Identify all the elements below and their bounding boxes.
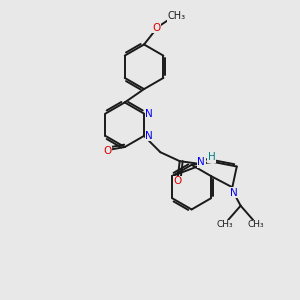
Text: N: N: [230, 188, 238, 198]
Text: H: H: [208, 152, 216, 162]
Text: N: N: [197, 157, 205, 167]
Text: CH₃: CH₃: [217, 220, 233, 229]
Text: O: O: [152, 23, 161, 33]
Text: CH₃: CH₃: [248, 220, 264, 229]
Text: O: O: [173, 176, 182, 186]
Text: N: N: [145, 109, 153, 118]
Text: CH₃: CH₃: [167, 11, 185, 21]
Text: N: N: [145, 131, 153, 141]
Text: O: O: [103, 146, 111, 156]
